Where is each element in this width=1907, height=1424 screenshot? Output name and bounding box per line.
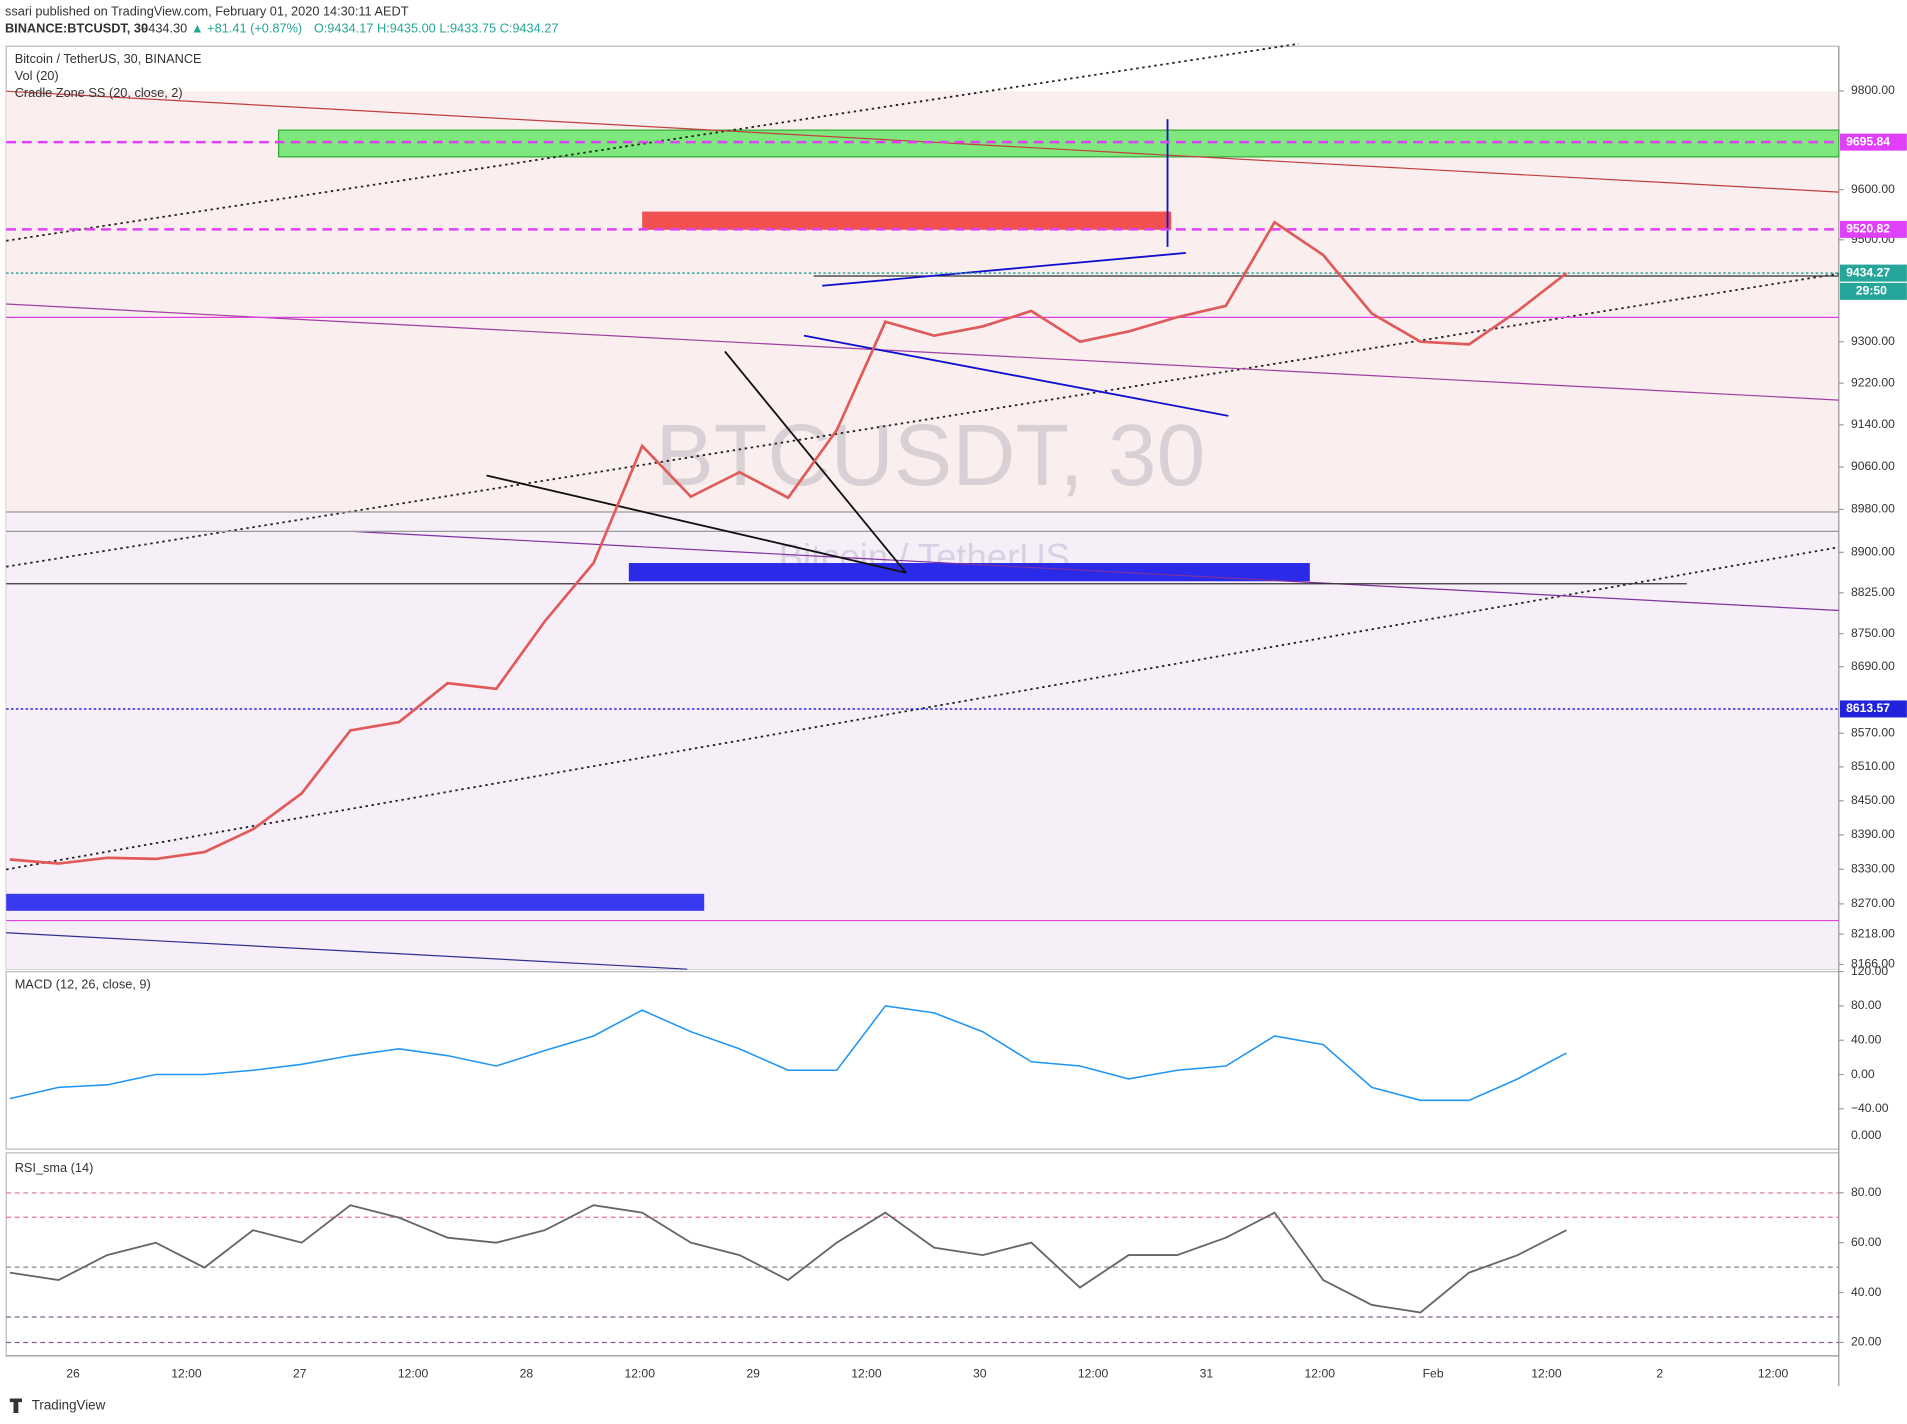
zone-upper xyxy=(6,91,1839,512)
y-tick-label: 9140.00 xyxy=(1851,417,1895,431)
x-tick-label: 31 xyxy=(1200,1366,1214,1380)
rsi-pane xyxy=(5,1152,1840,1357)
x-tick-label: 28 xyxy=(520,1366,534,1380)
y-tick-label: 8570.00 xyxy=(1851,725,1895,739)
y-tick-label: 8450.00 xyxy=(1851,793,1895,807)
zone-red xyxy=(642,211,1172,230)
x-tick-label: 29 xyxy=(746,1366,760,1380)
price-label-bg xyxy=(1840,133,1907,151)
trend-line xyxy=(6,90,1839,193)
macd-pane xyxy=(5,971,1840,1150)
trend-dotted xyxy=(6,272,1839,568)
x-tick-label: 12:00 xyxy=(851,1366,882,1380)
y-tick-label: 8825.00 xyxy=(1851,585,1895,599)
x-tick-label: Feb xyxy=(1423,1366,1444,1380)
y-tick-label: 80.00 xyxy=(1851,998,1882,1012)
indicator-label: Vol (20) xyxy=(15,68,59,83)
macd-title: MACD (12, 26, close, 9) xyxy=(15,976,151,991)
price-label: 9695.84 xyxy=(1846,134,1890,148)
price-label: 9434.27 xyxy=(1846,265,1890,279)
x-tick-label: 2 xyxy=(1656,1366,1663,1380)
price-label-bg xyxy=(1840,264,1907,282)
y-tick-label: 8980.00 xyxy=(1851,502,1895,516)
y-tick-label: 8900.00 xyxy=(1851,545,1895,559)
wedge-line xyxy=(803,334,1229,417)
y-tick-label: 8510.00 xyxy=(1851,759,1895,773)
y-tick-label: 8218.00 xyxy=(1851,926,1895,940)
brand: TradingView xyxy=(32,1397,106,1412)
y-tick-label: 9600.00 xyxy=(1851,182,1895,196)
ohlc: O:9434.17 H:9435.00 L:9433.75 C:9434.27 xyxy=(314,21,559,36)
y-tick-label: 8390.00 xyxy=(1851,827,1895,841)
price-label: 8613.57 xyxy=(1846,701,1890,715)
y-tick-label: 8750.00 xyxy=(1851,626,1895,640)
x-tick-label: 12:00 xyxy=(1758,1366,1789,1380)
x-tick-label: 30 xyxy=(973,1366,987,1380)
trend-dotted xyxy=(6,42,1299,242)
y-tick-label: 40.00 xyxy=(1851,1032,1882,1046)
chart-title: Bitcoin / TetherUS, 30, BINANCE xyxy=(15,51,202,66)
y-tick-label: 9220.00 xyxy=(1851,375,1895,389)
rsi-title: RSI_sma (14) xyxy=(15,1160,94,1175)
zone-blue xyxy=(628,563,1310,582)
x-tick-label: 12:00 xyxy=(625,1366,656,1380)
last-price: 9434.30 xyxy=(141,21,187,36)
y-tick-label: 80.00 xyxy=(1851,1185,1882,1199)
x-tick-label: 27 xyxy=(293,1366,307,1380)
watermark: BTCUSDT, 30 xyxy=(656,406,1206,504)
y-tick-label: 60.00 xyxy=(1851,1235,1882,1249)
change: ▲ +81.41 (+0.87%) xyxy=(191,21,302,36)
wedge-line xyxy=(486,474,907,574)
zone-green xyxy=(277,129,1840,158)
y-tick-label: 8330.00 xyxy=(1851,861,1895,875)
y-tick-label: 8690.00 xyxy=(1851,659,1895,673)
publish-line: ssari published on TradingView.com, Febr… xyxy=(5,4,409,19)
x-tick-label: 12:00 xyxy=(1531,1366,1562,1380)
trend-line xyxy=(6,932,688,970)
zone-lower xyxy=(6,511,1839,970)
x-tick-label: 12:00 xyxy=(1078,1366,1109,1380)
y-tick-label: 9060.00 xyxy=(1851,459,1895,473)
price-line xyxy=(9,220,1568,865)
countdown: 29:50 xyxy=(1856,284,1887,298)
y-tick-label: −40.00 xyxy=(1851,1101,1889,1115)
price-label-bg xyxy=(1840,700,1907,718)
trend-line xyxy=(6,303,1839,401)
macd-base-label: 0.000 xyxy=(1851,1128,1882,1142)
drawings xyxy=(6,42,1840,1344)
x-tick-label: 12:00 xyxy=(398,1366,429,1380)
symbol: BINANCE:BTCUSDT, 30 xyxy=(5,21,148,36)
wedge-line xyxy=(822,252,1186,287)
y-tick-label: 9800.00 xyxy=(1851,83,1895,97)
price-label-bg xyxy=(1840,220,1907,238)
y-tick-label: 8166.00 xyxy=(1851,957,1895,971)
rsi-line xyxy=(9,1204,1567,1314)
x-tick-label: 26 xyxy=(66,1366,80,1380)
brand-logo xyxy=(9,1398,23,1414)
y-tick-label: 9300.00 xyxy=(1851,334,1895,348)
y-tick-label: 40.00 xyxy=(1851,1285,1882,1299)
zone-blue-low xyxy=(6,893,705,911)
macd-line xyxy=(9,1005,1567,1102)
y-tick-label: 120.00 xyxy=(1851,964,1888,978)
y-tick-label: 8270.00 xyxy=(1851,896,1895,910)
countdown-bg xyxy=(1840,282,1907,300)
y-tick-label: 0.00 xyxy=(1851,1067,1875,1081)
indicator-label: Cradle Zone SS (20, close, 2) xyxy=(15,85,183,100)
x-tick-label: 12:00 xyxy=(1305,1366,1336,1380)
wedge-line xyxy=(724,350,907,574)
y-tick-label: 20.00 xyxy=(1851,1335,1882,1349)
price-label: 9520.82 xyxy=(1846,222,1890,236)
x-tick-label: 12:00 xyxy=(171,1366,202,1380)
